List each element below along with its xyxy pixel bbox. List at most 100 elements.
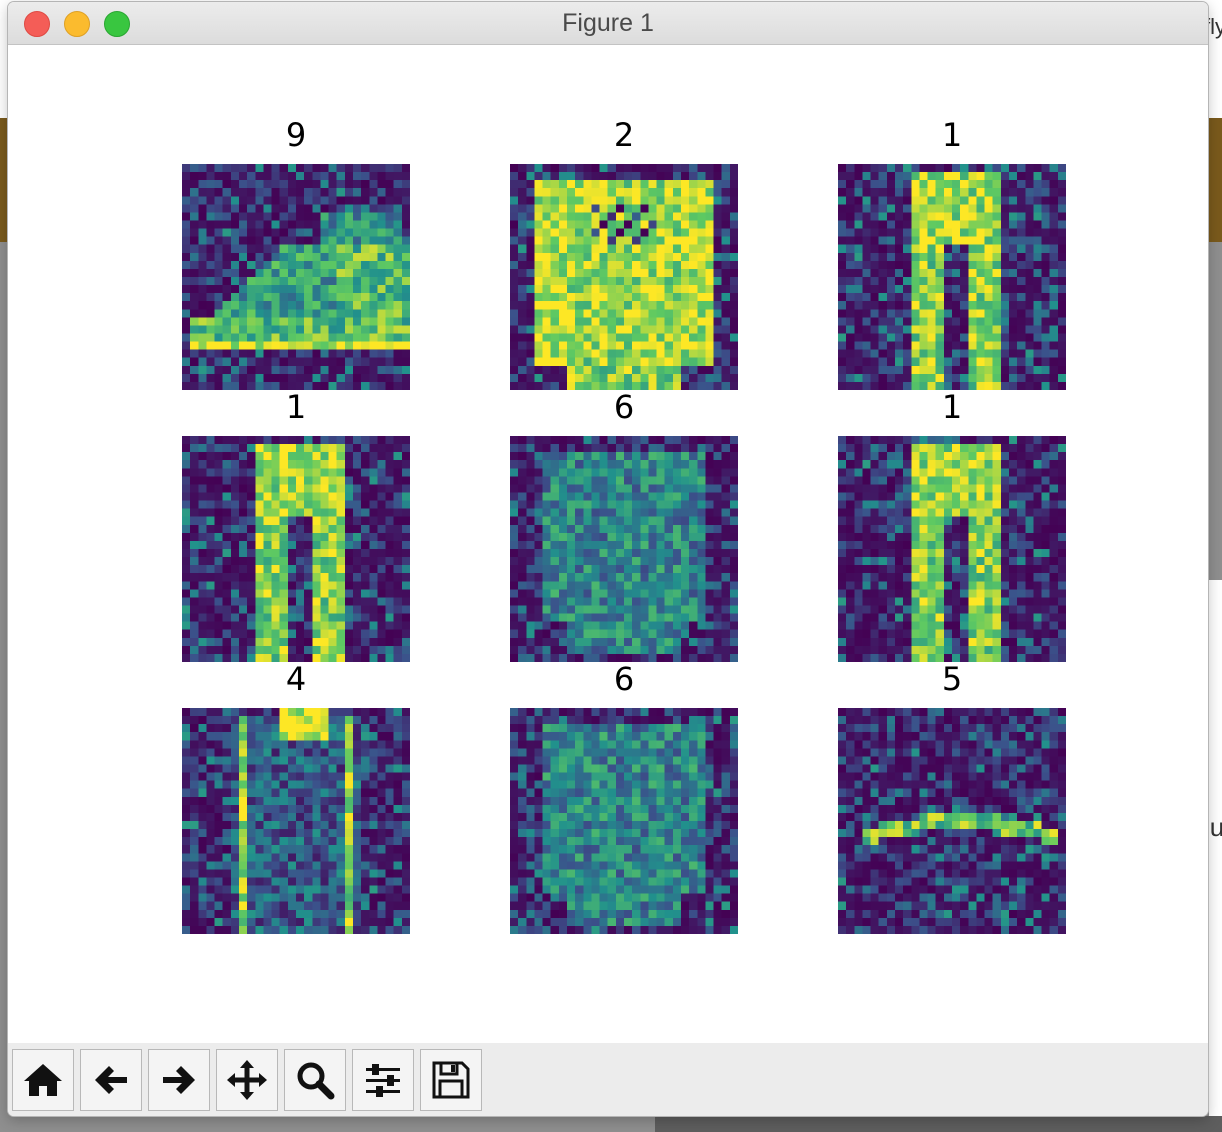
pixel-cell (591, 492, 600, 501)
pixel-cell (534, 204, 543, 213)
pixel-cell (1025, 524, 1034, 534)
pixel-cell (230, 589, 240, 598)
pixel-cell (1041, 196, 1050, 205)
pixel-cell (344, 188, 354, 197)
pixel-cell (190, 220, 199, 229)
pixel-cell (927, 557, 936, 566)
pixel-cell (689, 452, 698, 461)
pixel-cell (353, 748, 362, 757)
pixel-cell (862, 637, 871, 647)
pixel-cell (369, 349, 378, 358)
pixel-cell (550, 252, 560, 262)
pixel-cell (296, 164, 305, 173)
pixel-cell (632, 357, 641, 366)
figure-canvas[interactable]: 9 2 1 1 6 1 4 6 (8, 45, 1208, 1043)
pixel-cell (846, 381, 855, 390)
pixel-cell (960, 508, 969, 517)
pixel-cell (304, 452, 313, 461)
pixel-cell (182, 244, 191, 253)
pixel-cell (640, 444, 649, 453)
pixel-cell (903, 365, 912, 375)
pixel-cell (721, 293, 731, 302)
title-bar[interactable]: Figure 1 (8, 2, 1208, 45)
pixel-cell (393, 772, 403, 781)
pixel-cell (992, 285, 1002, 294)
pixel-cell (1017, 460, 1026, 469)
pixel-cell (353, 756, 362, 765)
pixel-cell (263, 613, 272, 622)
pixel-cell (599, 460, 608, 469)
pixel-cell (713, 212, 722, 221)
pixel-cell (1041, 484, 1050, 493)
pixel-cell (854, 317, 863, 326)
pixel-cell (697, 317, 706, 326)
pixel-cell (279, 373, 289, 383)
pixel-cell (214, 565, 223, 574)
pixel-cell (935, 613, 945, 622)
pixel-cell (591, 532, 600, 542)
pixel-cell (182, 597, 191, 606)
pixel-cell (976, 573, 985, 582)
pixel-cell (648, 228, 657, 237)
pixel-cell (526, 460, 535, 469)
pixel-cell (862, 188, 871, 197)
pixel-cell (862, 341, 871, 350)
pixel-cell (247, 476, 256, 485)
pixel-cell (328, 349, 337, 358)
pixel-cell (312, 549, 321, 558)
pixel-cell (599, 260, 608, 270)
pixel-cell (198, 164, 207, 173)
pixel-cell (214, 637, 223, 647)
pixel-cell (222, 212, 232, 221)
pixel-cell (385, 172, 394, 181)
pixel-cell (1009, 317, 1018, 326)
pixel-cell (878, 637, 888, 647)
pixel-cell (558, 317, 568, 326)
pixel-cell (206, 756, 215, 765)
pixel-cell (1017, 484, 1026, 493)
pixel-cell (239, 780, 248, 789)
pixel-cell (615, 277, 625, 286)
pixel-cell (344, 460, 354, 469)
pixel-cell (911, 260, 920, 270)
close-window-button[interactable] (24, 11, 50, 37)
pixel-cell (287, 621, 297, 630)
pixel-cell (328, 317, 337, 326)
pixel-cell (393, 716, 403, 725)
pixel-cell (984, 637, 993, 647)
pixel-cell (222, 349, 232, 358)
pixel-cell (558, 581, 568, 590)
pixel-cell (870, 452, 879, 461)
pixel-cell (510, 317, 519, 326)
pixel-cell (1017, 492, 1026, 501)
pixel-cell (976, 333, 985, 342)
pixel-cell (992, 605, 1002, 614)
pixel-cell (943, 621, 953, 630)
pixel-cell (377, 645, 386, 655)
pixel-cell (393, 645, 403, 655)
pixel-cell (263, 468, 272, 477)
pixel-cell (624, 309, 633, 318)
pixel-cell (927, 492, 936, 501)
pixel-cell (182, 589, 191, 598)
pixel-cell (968, 573, 977, 582)
pixel-cell (336, 277, 346, 286)
pixel-cell (377, 565, 386, 574)
pixel-cell (1041, 532, 1050, 542)
pixel-cell (222, 365, 232, 375)
pixel-cell (1017, 244, 1026, 253)
pixel-cell (903, 309, 912, 318)
pixel-cell (336, 645, 346, 655)
zoom-window-button[interactable] (104, 11, 130, 37)
pixel-cell (1009, 357, 1018, 366)
pixel-cell (960, 540, 969, 550)
minimize-window-button[interactable] (64, 11, 90, 37)
pixel-cell (1017, 653, 1026, 662)
pixel-cell (377, 309, 386, 318)
pixel-cell (640, 212, 649, 221)
pixel-cell (255, 204, 264, 213)
pixel-cell (222, 516, 232, 525)
pixel-cell (607, 452, 617, 461)
pixel-cell (846, 228, 855, 237)
pixel-cell (976, 268, 985, 278)
